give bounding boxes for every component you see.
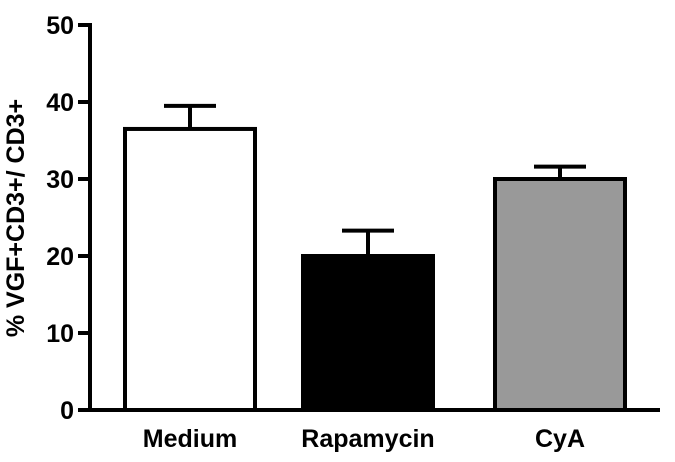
bar-rapamycin bbox=[301, 254, 435, 412]
y-tick-label: 40 bbox=[46, 89, 74, 117]
y-tick-label: 50 bbox=[46, 12, 74, 40]
plot-area: 0 10 20 30 40 50 Medium Rapamycin CyA bbox=[46, 12, 660, 453]
bar-medium bbox=[123, 126, 257, 412]
y-tick-label: 10 bbox=[46, 320, 74, 348]
x-tick-label-medium: Medium bbox=[143, 425, 237, 453]
y-tick-label: 30 bbox=[46, 166, 74, 194]
y-tick-label: 20 bbox=[46, 243, 74, 271]
bar-cya bbox=[493, 177, 627, 412]
y-tick-label: 0 bbox=[60, 397, 74, 425]
x-tick-label-rapamycin: Rapamycin bbox=[301, 425, 434, 453]
x-tick-label-cya: CyA bbox=[535, 425, 585, 453]
y-axis-title: % VGF+CD3+/ CD3+ bbox=[2, 99, 30, 337]
